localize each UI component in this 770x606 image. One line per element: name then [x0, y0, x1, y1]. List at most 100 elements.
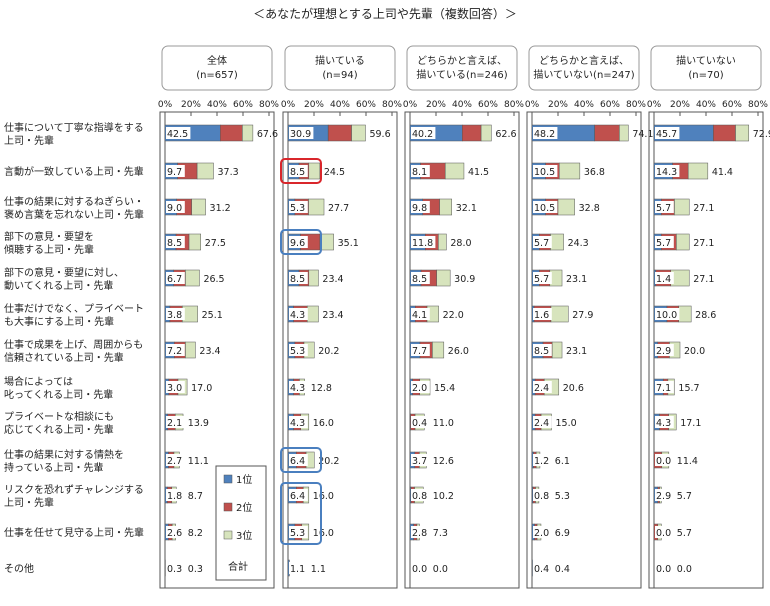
- bar-2nd: [462, 125, 481, 141]
- value-label-1st: 8.5: [412, 274, 427, 285]
- value-label-total: 5.3: [555, 491, 570, 502]
- panel-header-box: [162, 46, 272, 90]
- legend-swatch: [224, 531, 232, 539]
- bar-3rd: [481, 125, 491, 141]
- bar-3rd: [185, 342, 195, 358]
- panel-header-line1: 全体: [207, 54, 227, 67]
- tick-label: 60%: [600, 100, 620, 110]
- panel-header-line1: 描いている: [315, 54, 365, 67]
- category-label: リスクを恐れずチャレンジする: [4, 484, 144, 496]
- category-label: 叱ってくれる上司・先輩: [4, 388, 113, 401]
- category-label: 仕事を任せて見守る上司・先輩: [4, 526, 144, 539]
- panel-header-line1: どちらかと言えば、: [539, 54, 629, 67]
- value-label-total: 0.4: [555, 564, 570, 575]
- panel-header-box: [407, 46, 517, 90]
- panel-header-line2: (n=657): [196, 70, 238, 81]
- value-label-total: 17.0: [191, 383, 212, 394]
- value-label-1st: 48.2: [534, 129, 555, 140]
- value-label-total: 31.2: [210, 203, 231, 214]
- value-label-1st: 8.1: [412, 167, 427, 178]
- value-label-1st: 0.3: [167, 564, 182, 575]
- value-label-total: 12.6: [433, 456, 454, 467]
- tick-label: 0%: [525, 100, 540, 110]
- bar-3rd: [552, 342, 562, 358]
- category-label: プライベートな相談にも: [4, 410, 114, 423]
- value-label-1st: 0.0: [412, 564, 427, 575]
- panel-header-line1: どちらかと言えば、: [417, 54, 507, 67]
- value-label-total: 24.5: [324, 167, 345, 178]
- panel-header-line2: 描いている(n=246): [416, 68, 507, 81]
- bar-2nd: [328, 125, 351, 141]
- panel-header-box: [651, 46, 761, 90]
- bar-3rd: [559, 163, 580, 179]
- value-label-1st: 1.2: [534, 456, 549, 467]
- value-label-1st: 45.7: [656, 129, 677, 140]
- bar-3rd: [679, 306, 691, 322]
- panel-header-line1: 描いていない: [676, 54, 736, 67]
- value-label-1st: 2.4: [534, 418, 549, 429]
- legend-total-label: 合計: [228, 560, 248, 573]
- category-label: 仕事だけでなく、プライベート: [4, 302, 144, 315]
- value-label-total: 24.3: [568, 238, 589, 249]
- value-label-1st: 6.4: [290, 456, 305, 467]
- bar-3rd: [309, 163, 320, 179]
- value-label-total: 41.5: [468, 167, 489, 178]
- tick-label: 20%: [181, 100, 201, 110]
- value-label-total: 20.0: [684, 346, 705, 357]
- value-label-1st: 1.1: [290, 564, 305, 575]
- chart-title: ＜あなたが理想とする上司や先輩（複数回答）＞: [253, 6, 517, 21]
- category-label: 褒め言葉を忘れない上司・先輩: [4, 208, 144, 221]
- bar-2nd: [220, 125, 242, 141]
- value-label-total: 7.3: [433, 528, 448, 539]
- panel-header-line2: (n=70): [688, 70, 723, 81]
- bar-3rd: [438, 234, 446, 250]
- tick-label: 60%: [356, 100, 376, 110]
- bar-3rd: [551, 306, 568, 322]
- tick-label: 0%: [647, 100, 662, 110]
- value-label-1st: 8.5: [534, 346, 549, 357]
- value-label-total: 16.0: [313, 491, 334, 502]
- legend-swatch: [224, 503, 232, 511]
- tick-label: 40%: [574, 100, 594, 110]
- value-label-total: 25.1: [202, 310, 223, 321]
- value-label-total: 15.4: [434, 383, 455, 394]
- value-label-1st: 4.3: [656, 418, 671, 429]
- value-label-1st: 2.1: [167, 418, 182, 429]
- value-label-1st: 6.4: [290, 491, 305, 502]
- bar-3rd: [432, 342, 443, 358]
- value-label-1st: 8.5: [290, 167, 305, 178]
- category-label: 上司・先輩: [4, 496, 54, 509]
- value-label-total: 6.9: [555, 528, 570, 539]
- value-label-total: 11.1: [188, 456, 209, 467]
- value-label-1st: 8.5: [167, 238, 182, 249]
- tick-label: 80%: [259, 100, 279, 110]
- value-label-total: 22.0: [443, 310, 464, 321]
- category-label: 場合によっては: [4, 375, 73, 388]
- bar-3rd: [309, 199, 324, 215]
- value-label-total: 41.4: [712, 167, 733, 178]
- value-label-1st: 4.3: [290, 310, 305, 321]
- category-label: その他: [4, 562, 34, 575]
- bar-3rd: [309, 270, 319, 286]
- value-label-total: 72.9: [753, 129, 770, 140]
- value-label-1st: 5.7: [534, 238, 549, 249]
- value-label-1st: 9.7: [167, 167, 182, 178]
- tick-label: 40%: [330, 100, 350, 110]
- value-label-1st: 0.4: [534, 564, 549, 575]
- tick-label: 60%: [478, 100, 498, 110]
- value-label-total: 0.0: [433, 564, 448, 575]
- bar-3rd: [440, 199, 452, 215]
- value-label-total: 8.2: [188, 528, 203, 539]
- tick-label: 80%: [504, 100, 524, 110]
- bar-3rd: [736, 125, 749, 141]
- value-label-total: 26.5: [203, 274, 224, 285]
- value-label-total: 5.7: [677, 528, 692, 539]
- value-label-1st: 7.1: [656, 383, 671, 394]
- panel-header-box: [285, 46, 395, 90]
- bar-1st: [532, 560, 533, 576]
- bar-3rd: [352, 125, 366, 141]
- value-label-total: 17.1: [680, 418, 701, 429]
- value-label-1st: 9.8: [412, 203, 427, 214]
- value-label-1st: 10.5: [534, 167, 555, 178]
- value-label-total: 32.8: [579, 203, 600, 214]
